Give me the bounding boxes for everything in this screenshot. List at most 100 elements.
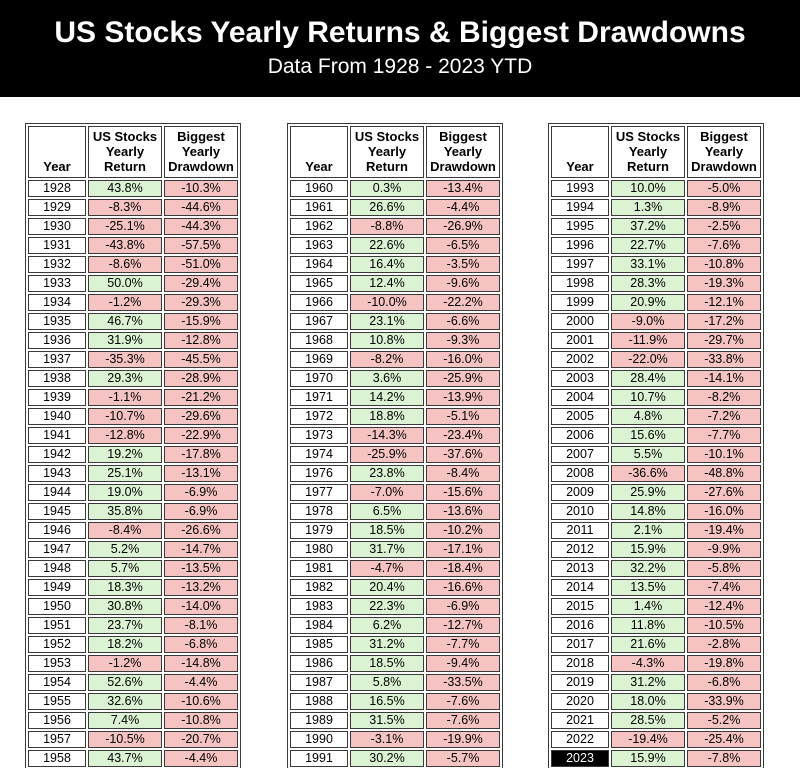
year-cell: 2021 (551, 712, 609, 729)
table-row: 1996 22.7% -7.6% (551, 237, 761, 254)
year-cell: 2014 (551, 579, 609, 596)
return-cell: 21.6% (611, 636, 685, 653)
return-cell: 15.9% (611, 750, 685, 767)
return-cell: 25.1% (88, 465, 162, 482)
drawdown-cell: -28.9% (164, 370, 238, 387)
drawdown-cell: -44.3% (164, 218, 238, 235)
table-row: 1940 -10.7% -29.6% (28, 408, 238, 425)
drawdown-cell: -6.9% (164, 484, 238, 501)
returns-table-1960-1992: Year US Stocks Yearly Return Biggest Yea… (287, 123, 503, 768)
table-row: 1942 19.2% -17.8% (28, 446, 238, 463)
year-cell: 2006 (551, 427, 609, 444)
table-row: 1964 16.4% -3.5% (290, 256, 500, 273)
return-cell: -25.1% (88, 218, 162, 235)
return-cell: 30.2% (350, 750, 424, 767)
table-row: 1988 16.5% -7.6% (290, 693, 500, 710)
return-cell: -22.0% (611, 351, 685, 368)
drawdown-cell: -20.7% (164, 731, 238, 748)
return-cell: 23.1% (350, 313, 424, 330)
return-cell: -36.6% (611, 465, 685, 482)
table-header: Year US Stocks Yearly Return Biggest Yea… (551, 126, 761, 178)
year-cell: 1947 (28, 541, 86, 558)
drawdown-cell: -7.6% (687, 237, 761, 254)
drawdown-cell: -7.7% (426, 636, 500, 653)
drawdown-cell: -14.0% (164, 598, 238, 615)
drawdown-cell: -10.8% (164, 712, 238, 729)
year-cell: 1937 (28, 351, 86, 368)
year-cell: 1942 (28, 446, 86, 463)
year-cell: 1943 (28, 465, 86, 482)
return-cell: 35.8% (88, 503, 162, 520)
drawdown-cell: -12.7% (426, 617, 500, 634)
table-row: 1995 37.2% -2.5% (551, 218, 761, 235)
drawdown-cell: -6.9% (426, 598, 500, 615)
drawdown-cell: -13.1% (164, 465, 238, 482)
drawdown-cell: -19.8% (687, 655, 761, 672)
year-cell: 2018 (551, 655, 609, 672)
year-cell: 1994 (551, 199, 609, 216)
table-row: 1949 18.3% -13.2% (28, 579, 238, 596)
year-cell: 1954 (28, 674, 86, 691)
drawdown-cell: -4.4% (164, 674, 238, 691)
year-cell: 1928 (28, 180, 86, 197)
drawdown-cell: -13.9% (426, 389, 500, 406)
drawdown-cell: -12.1% (687, 294, 761, 311)
drawdown-cell: -14.7% (164, 541, 238, 558)
table-row: 1928 43.8% -10.3% (28, 180, 238, 197)
return-cell: 19.0% (88, 484, 162, 501)
year-cell: 1991 (290, 750, 348, 767)
table-row: 2022 -19.4% -25.4% (551, 731, 761, 748)
return-cell: 10.0% (611, 180, 685, 197)
drawdown-cell: -7.8% (687, 750, 761, 767)
return-cell: 18.3% (88, 579, 162, 596)
returns-tbody-1: 1928 43.8% -10.3% 1929 -8.3% -44.6% 1930 -25.1%… (28, 180, 238, 768)
table-row: 1947 5.2% -14.7% (28, 541, 238, 558)
year-cell: 1951 (28, 617, 86, 634)
year-cell: 1976 (290, 465, 348, 482)
table-header: Year US Stocks Yearly Return Biggest Yea… (290, 126, 500, 178)
return-cell: 20.9% (611, 294, 685, 311)
year-cell: 1973 (290, 427, 348, 444)
return-cell: -4.3% (611, 655, 685, 672)
return-cell: 11.8% (611, 617, 685, 634)
return-cell: 3.6% (350, 370, 424, 387)
year-cell: 1971 (290, 389, 348, 406)
return-cell: 20.4% (350, 579, 424, 596)
year-cell: 1944 (28, 484, 86, 501)
return-cell: -10.0% (350, 294, 424, 311)
table-row: 1962 -8.8% -26.9% (290, 218, 500, 235)
year-cell: 1987 (290, 674, 348, 691)
year-cell: 2013 (551, 560, 609, 577)
table-row: 2003 28.4% -14.1% (551, 370, 761, 387)
year-cell: 2002 (551, 351, 609, 368)
return-cell: -14.3% (350, 427, 424, 444)
drawdown-cell: -19.4% (687, 522, 761, 539)
table-row: 1991 30.2% -5.7% (290, 750, 500, 767)
year-cell: 1932 (28, 256, 86, 273)
return-cell: 4.8% (611, 408, 685, 425)
table-row: 1951 23.7% -8.1% (28, 617, 238, 634)
return-cell: 28.3% (611, 275, 685, 292)
return-cell: -10.7% (88, 408, 162, 425)
table-row: 1986 18.5% -9.4% (290, 655, 500, 672)
year-cell: 1983 (290, 598, 348, 615)
header-row: Year US Stocks Yearly Return Biggest Yea… (290, 126, 500, 178)
drawdown-cell: -13.2% (164, 579, 238, 596)
drawdown-cell: -10.8% (687, 256, 761, 273)
drawdown-cell: -10.5% (687, 617, 761, 634)
header-row: Year US Stocks Yearly Return Biggest Yea… (551, 126, 761, 178)
year-cell: 2022 (551, 731, 609, 748)
table-row: 2010 14.8% -16.0% (551, 503, 761, 520)
title-banner: US Stocks Yearly Returns & Biggest Drawd… (0, 0, 800, 97)
return-cell: -4.7% (350, 560, 424, 577)
table-row: 2015 1.4% -12.4% (551, 598, 761, 615)
drawdown-cell: -17.8% (164, 446, 238, 463)
table-row: 2020 18.0% -33.9% (551, 693, 761, 710)
year-cell: 2016 (551, 617, 609, 634)
drawdown-cell: -8.9% (687, 199, 761, 216)
year-cell: 1974 (290, 446, 348, 463)
table-row: 1990 -3.1% -19.9% (290, 731, 500, 748)
returns-table-1993-2023: Year US Stocks Yearly Return Biggest Yea… (548, 123, 764, 768)
drawdown-cell: -14.8% (164, 655, 238, 672)
year-cell: 1950 (28, 598, 86, 615)
